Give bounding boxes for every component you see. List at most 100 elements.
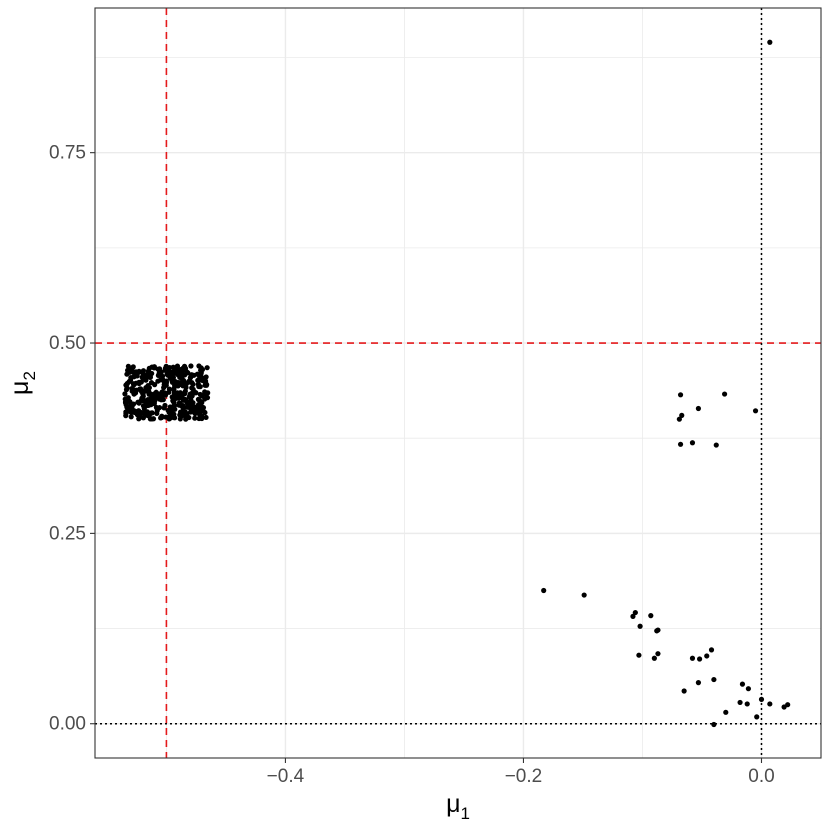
cluster-point [136,416,142,422]
cluster-point [165,414,171,421]
data-point [651,655,657,661]
data-point [711,676,717,683]
data-point [711,721,717,728]
cluster-point [195,396,202,402]
data-point [679,412,685,418]
cluster-point [204,365,210,371]
cluster-point [129,386,135,392]
cluster-point [196,363,202,369]
data-point [632,609,638,616]
data-point [655,651,661,657]
cluster-point [123,413,129,419]
cluster-point [127,369,133,375]
cluster-point [128,414,134,420]
y-axis-title: μ2 [6,371,39,395]
x-axis-title-main: μ [446,790,460,818]
cluster-point [159,414,165,421]
y-tick-label: 0.50 [49,333,86,354]
data-point [637,623,643,629]
cluster-point [166,410,172,416]
cluster-point [178,403,185,409]
cluster-point [130,364,136,370]
cluster-point [202,389,208,395]
x-axis-ticks: −0.4 −0.2 0.0 [267,758,775,787]
cluster-point [195,381,201,387]
cluster-point [178,381,184,387]
y-tick-label: 0.00 [49,714,86,735]
cluster-point [158,377,164,383]
data-point [676,416,682,422]
cluster-point [146,385,152,391]
cluster-point [161,405,167,411]
cluster-point [196,415,202,422]
data-point [737,699,743,706]
cluster-point [172,415,178,421]
cluster-point [202,396,208,402]
cluster-point [202,378,209,384]
cluster-point [200,405,207,411]
y-tick-label: 0.75 [49,143,86,164]
data-point [581,592,587,598]
cluster-point [203,414,209,421]
cluster-point [149,416,155,422]
cluster-point [140,415,147,421]
data-point [689,655,696,661]
cluster-point [193,390,199,396]
cluster-point [195,377,201,383]
cluster-point [136,408,142,414]
data-point [708,647,715,653]
cluster-point [161,385,167,391]
data-point [745,686,752,692]
cluster-point [172,406,178,412]
cluster-point [187,409,194,415]
cluster-point [136,379,142,385]
data-point [630,613,636,619]
data-point [739,681,746,687]
cluster-point [179,375,185,382]
data-point [723,709,729,715]
cluster-point [188,400,194,407]
cluster-point [198,367,204,373]
cluster-point [182,409,188,415]
cluster-point [145,371,151,377]
cluster-point [169,378,175,384]
cluster-point [184,369,190,375]
data-point [767,701,773,707]
data-point [636,652,642,658]
cluster-point [183,416,189,422]
cluster-point [203,382,210,388]
data-point [767,39,773,45]
cluster-point [192,407,198,413]
data-points [122,39,791,728]
cluster-point [202,409,208,416]
cluster-point [146,391,152,397]
data-point [758,696,765,702]
panel-background [95,8,821,758]
cluster-point [172,366,178,372]
cluster-point [128,409,134,415]
data-point [677,441,684,447]
data-point [713,442,719,448]
x-axis-title-sub: 1 [460,804,469,823]
data-point [697,656,703,662]
cluster-point [183,384,189,391]
y-axis-title-main: μ [6,381,34,395]
cluster-point [131,374,137,380]
cluster-point [188,363,194,369]
cluster-point [136,400,142,406]
cluster-point [188,394,194,400]
cluster-point [196,410,203,416]
cluster-point [180,365,186,371]
data-point [648,613,654,619]
data-point [654,628,660,634]
cluster-point [172,402,178,408]
data-point [541,587,547,594]
cluster-point [140,370,146,376]
data-point [677,392,684,398]
cluster-point [148,402,154,408]
cluster-point [163,380,170,386]
data-point [681,688,687,694]
cluster-point [171,390,177,396]
cluster-point [171,386,177,392]
